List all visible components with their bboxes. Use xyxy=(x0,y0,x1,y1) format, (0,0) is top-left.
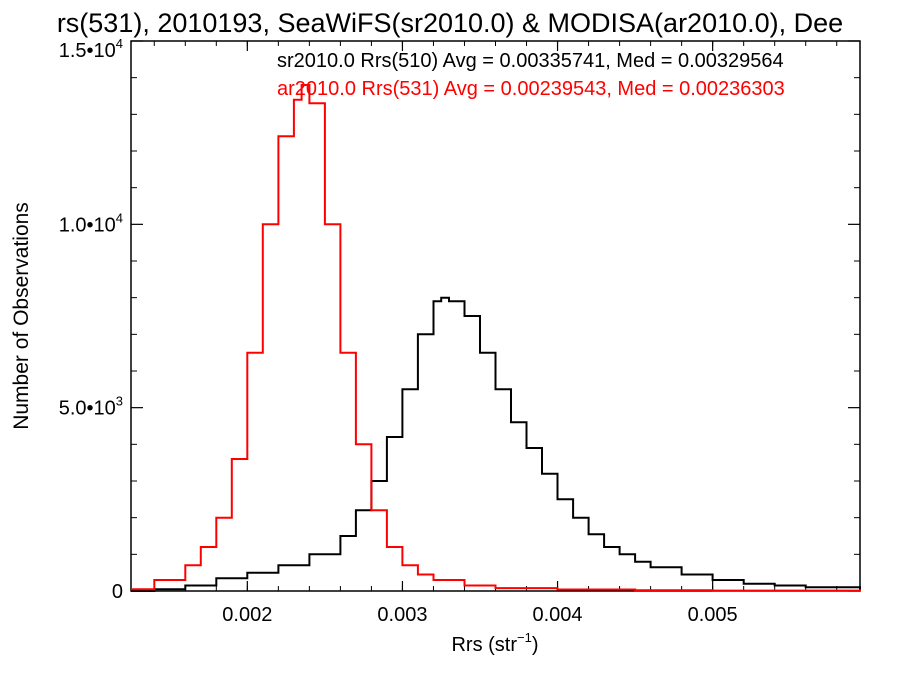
y-tick-label: 1.0•104 xyxy=(59,210,123,236)
legend-entry-red: ar2010.0 Rrs(531) Avg = 0.00239543, Med … xyxy=(277,78,785,100)
x-tick-label: 0.002 xyxy=(222,604,272,626)
y-axis-label: Number of Observations xyxy=(10,202,33,430)
x-tick-label: 0.005 xyxy=(688,604,738,626)
plot-frame xyxy=(130,40,861,592)
axis-ticks: 0.002 0.003 0.004 0.005 0 5.0•103 1.0•104 1.5•1… xyxy=(59,36,860,626)
x-axis-label: Rrs (str−1) xyxy=(451,630,538,656)
chart-title: rs(531), 2010193, SeaWiFS(sr2010.0) & MO… xyxy=(57,8,843,38)
data-series xyxy=(131,84,861,592)
legend-entry-black: sr2010.0 Rrs(510) Avg = 0.00335741, Med … xyxy=(277,50,784,72)
series-line-0 xyxy=(131,296,861,592)
x-tick-label: 0.004 xyxy=(533,604,583,626)
series-line-1 xyxy=(131,84,861,592)
y-tick-label: 0 xyxy=(112,581,123,603)
y-tick-label: 1.5•104 xyxy=(59,36,123,62)
x-tick-label: 0.003 xyxy=(377,604,427,626)
y-tick-label: 5.0•103 xyxy=(59,394,123,420)
